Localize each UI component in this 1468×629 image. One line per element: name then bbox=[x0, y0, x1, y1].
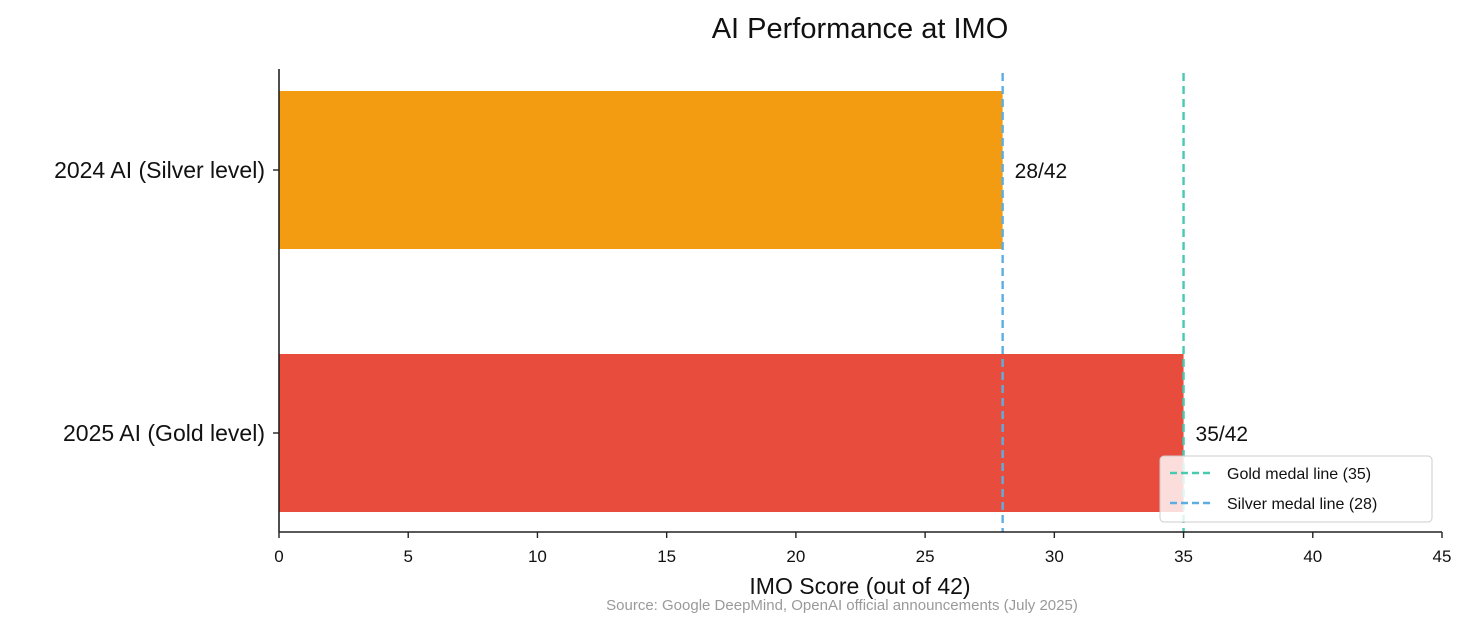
legend: Gold medal line (35) Silver medal line (2… bbox=[1159, 455, 1433, 523]
bar-value-label-1: 35/42 bbox=[1196, 423, 1249, 446]
x-tick-label-9: 45 bbox=[1433, 547, 1452, 566]
source-note: Source: Google DeepMind, OpenAI official… bbox=[606, 597, 1078, 614]
chart-title: AI Performance at IMO bbox=[712, 13, 1009, 45]
category-label-1: 2025 AI (Gold level) bbox=[63, 420, 265, 446]
x-tick-label-0: 0 bbox=[274, 547, 283, 566]
bar-1 bbox=[279, 354, 1184, 512]
category-label-0: 2024 AI (Silver level) bbox=[54, 157, 265, 183]
x-tick-label-7: 35 bbox=[1174, 547, 1193, 566]
bar-value-label-0: 28/42 bbox=[1015, 160, 1068, 183]
x-tick-label-2: 10 bbox=[528, 547, 547, 566]
x-tick-label-4: 20 bbox=[786, 547, 805, 566]
bar-0 bbox=[279, 91, 1003, 249]
x-tick-label-3: 15 bbox=[657, 547, 676, 566]
x-tick-label-1: 5 bbox=[403, 547, 412, 566]
legend-label-1: Silver medal line (28) bbox=[1227, 496, 1377, 513]
x-axis-title: IMO Score (out of 42) bbox=[749, 573, 970, 599]
x-tick-label-8: 40 bbox=[1303, 547, 1322, 566]
x-tick-label-6: 30 bbox=[1045, 547, 1064, 566]
legend-box bbox=[1159, 455, 1433, 523]
legend-label-0: Gold medal line (35) bbox=[1227, 466, 1371, 483]
x-tick-label-5: 25 bbox=[916, 547, 935, 566]
